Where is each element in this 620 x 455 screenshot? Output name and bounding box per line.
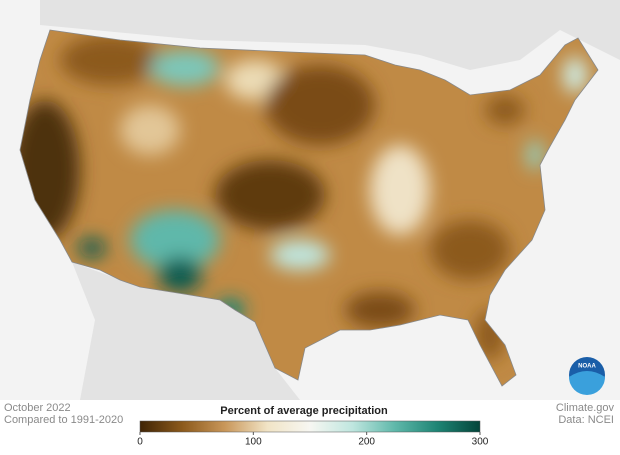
tick-label: 300 <box>472 437 489 448</box>
colorbar-ticks: 0 100 200 300 <box>137 432 489 448</box>
baseline: Compared to 1991-2020 <box>4 414 123 426</box>
tick-label: 200 <box>358 437 375 448</box>
us-outline <box>19 29 599 387</box>
colorbar <box>139 420 481 433</box>
noaa-logo: NOAA <box>569 357 605 395</box>
source: Climate.gov <box>556 402 615 414</box>
legend-title: Percent of average precipitation <box>220 405 388 417</box>
logo-wave <box>569 371 605 395</box>
data-credit: Data: NCEI <box>558 414 614 426</box>
canada <box>40 0 620 70</box>
mexico <box>72 262 300 400</box>
tick-label: 100 <box>245 437 262 448</box>
tick-label: 0 <box>137 437 143 448</box>
date: October 2022 <box>4 402 71 414</box>
logo-text: NOAA <box>578 364 596 370</box>
